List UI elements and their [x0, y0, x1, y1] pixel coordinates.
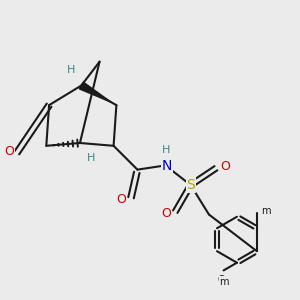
Text: C: C [218, 275, 225, 286]
Text: m: m [261, 206, 271, 216]
Text: N: N [162, 159, 172, 173]
Text: m: m [219, 277, 228, 286]
Text: H: H [67, 65, 76, 75]
Text: O: O [4, 145, 14, 158]
Text: O: O [116, 193, 126, 206]
Text: H: H [162, 145, 170, 155]
Text: C: C [264, 211, 265, 212]
Text: O: O [220, 160, 230, 173]
Text: H: H [87, 153, 95, 163]
Polygon shape [80, 82, 111, 102]
Text: S: S [186, 178, 195, 192]
Text: C: C [263, 206, 270, 216]
Text: O: O [161, 207, 171, 220]
